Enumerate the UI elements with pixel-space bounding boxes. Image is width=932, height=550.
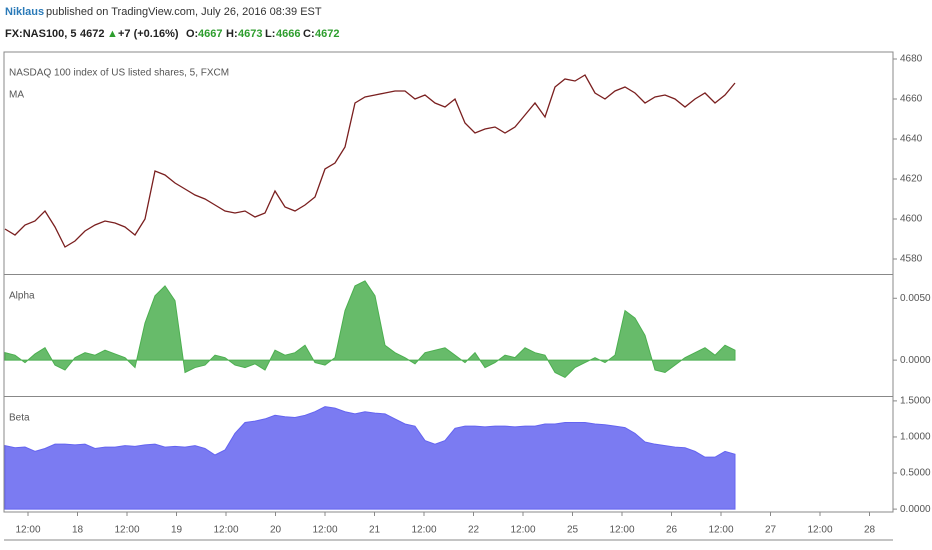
y-tick-label: 0.5000 xyxy=(900,468,931,479)
x-tick-label: 12:00 xyxy=(213,525,238,536)
close: 4672 xyxy=(315,28,339,40)
plot-frame xyxy=(3,51,894,513)
pane-title: Alpha xyxy=(9,291,35,302)
published: published on TradingView.com, July 26, 2… xyxy=(46,6,322,18)
open: 4667 xyxy=(198,28,222,40)
change: +7 (+0.16%) xyxy=(118,28,179,40)
x-tick-label: 12:00 xyxy=(411,525,436,536)
last: 4672 xyxy=(80,28,104,40)
x-tick-label: 19 xyxy=(171,525,183,536)
x-tick-label: 25 xyxy=(567,525,579,536)
x-tick-label: 12:00 xyxy=(510,525,535,536)
pane-title: Beta xyxy=(9,413,30,424)
line xyxy=(4,74,736,248)
y-tick-label: 0.0050 xyxy=(900,293,931,304)
x-tick-label: 12:00 xyxy=(312,525,337,536)
y-tick-label: 1.0000 xyxy=(900,432,931,443)
x-tick-label: 12:00 xyxy=(609,525,634,536)
x-tick-label: 12:00 xyxy=(807,525,832,536)
h-label: H: xyxy=(226,28,238,40)
x-tick-label: 26 xyxy=(666,525,678,536)
arrow: ▲ xyxy=(107,28,118,40)
y-tick-label: 1.5000 xyxy=(900,396,931,407)
author[interactable]: Niklaus xyxy=(5,6,44,18)
x-tick-label: 28 xyxy=(864,525,876,536)
y-tick-label: 4580 xyxy=(900,254,923,265)
y-tick-label: 0.0000 xyxy=(900,355,931,366)
x-tick-label: 12:00 xyxy=(114,525,139,536)
x-tick-label: 12:00 xyxy=(15,525,40,536)
x-tick-label: 27 xyxy=(765,525,777,536)
area xyxy=(4,406,736,510)
x-tick-label: 18 xyxy=(72,525,84,536)
x-tick-label: 22 xyxy=(468,525,480,536)
l-label: L: xyxy=(265,28,275,40)
y-tick-label: 4620 xyxy=(900,174,923,185)
symbol: FX:NAS100, 5 xyxy=(5,28,77,40)
x-tick-label: 21 xyxy=(369,525,381,536)
area xyxy=(4,280,736,379)
x-tick-label: 20 xyxy=(270,525,282,536)
y-tick-label: 0.0000 xyxy=(900,504,931,515)
y-tick-label: 4660 xyxy=(900,94,923,105)
x-tick-label: 12:00 xyxy=(708,525,733,536)
legend-entry: MA xyxy=(9,90,24,101)
c-label: C: xyxy=(303,28,315,40)
y-tick-label: 4640 xyxy=(900,134,923,145)
y-tick-label: 4600 xyxy=(900,214,923,225)
y-tick-label: 4680 xyxy=(900,54,923,65)
low: 4666 xyxy=(276,28,300,40)
o-label: O: xyxy=(186,28,198,40)
high: 4673 xyxy=(238,28,262,40)
pane-title: NASDAQ 100 index of US listed shares, 5,… xyxy=(9,68,229,79)
